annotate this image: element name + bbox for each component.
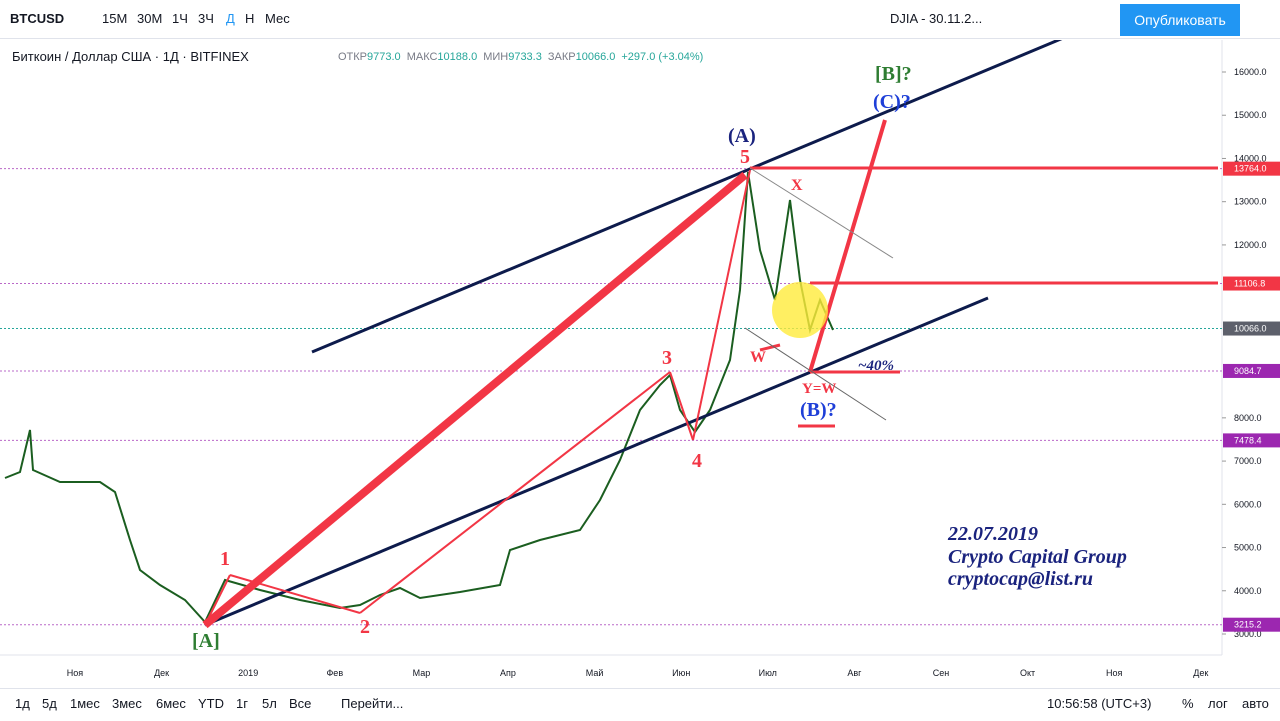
level-label: 3215.2	[1234, 620, 1262, 630]
x-tick-label: Окт	[1020, 668, 1035, 678]
level-label: 10066.0	[1234, 324, 1267, 334]
level-box	[1223, 276, 1280, 291]
interval[interactable]: 1Ч	[172, 11, 188, 26]
x-tick-label: Дек	[1193, 668, 1208, 678]
change: +297.0 (+3.04%)	[621, 51, 704, 63]
level-box	[1223, 433, 1280, 448]
x-tick-label: Май	[586, 668, 604, 678]
toolbar: BTCUSD 15М 30М 1Ч 3Ч Д Н Мес DJIA - 30.11.2...…	[0, 0, 1280, 39]
level-label: 7478.4	[1234, 435, 1262, 445]
annotation: 5	[740, 146, 750, 168]
range-button[interactable]: YTD	[198, 696, 224, 711]
auto-toggle[interactable]: авто	[1242, 696, 1269, 711]
y-tick-label: 15000.0	[1234, 110, 1267, 120]
annotation: [B]?	[875, 63, 912, 85]
ohlc-label: ЗАКР	[547, 51, 576, 63]
range-button[interactable]: 1д	[15, 696, 30, 711]
publish-button[interactable]: Опубликовать	[1120, 4, 1240, 36]
level-label: 9084.7	[1234, 366, 1262, 376]
x-tick-label: Мар	[413, 668, 431, 678]
level-label: 13764.0	[1234, 164, 1267, 174]
range-button[interactable]: 3мес	[112, 696, 142, 711]
annotation: [A]	[192, 630, 220, 652]
y-tick-label: 7000.0	[1234, 456, 1262, 466]
annotation: 1	[220, 548, 230, 570]
annotation: ~40%	[858, 358, 894, 374]
x-tick-label: Фев	[326, 668, 343, 678]
y-tick-label: 6000.0	[1234, 499, 1262, 509]
annotation: (A)	[728, 125, 756, 147]
y-tick-label: 4000.0	[1234, 586, 1262, 596]
annotation: (B)?	[800, 399, 837, 421]
price-line	[4, 171, 834, 624]
y-tick-label: 14000.0	[1234, 153, 1267, 163]
x-tick-label: Апр	[500, 668, 516, 678]
annotation: 3	[662, 347, 672, 369]
range-button[interactable]: Все	[289, 696, 312, 711]
y-tick-label: 16000.0	[1234, 67, 1267, 77]
annotation: Y=W	[802, 381, 836, 397]
level-box	[1223, 363, 1280, 378]
level-box	[1223, 161, 1280, 176]
interval[interactable]: Д	[226, 11, 235, 26]
annotation: cryptocap@list.ru	[948, 568, 1093, 590]
ohlc-label: МАКС	[406, 51, 438, 63]
annotation: 4	[692, 450, 702, 472]
x-tick-label: Сен	[933, 668, 950, 678]
x-tick-label: Авг	[847, 668, 862, 678]
ohlc-value: 10188.0	[437, 51, 478, 63]
log-toggle[interactable]: лог	[1208, 696, 1228, 711]
y-tick-label: 12000.0	[1234, 240, 1267, 250]
interval[interactable]: 3Ч	[198, 11, 214, 26]
goto[interactable]: Перейти...	[341, 696, 404, 711]
compare[interactable]: DJIA - 30.11.2...	[890, 11, 983, 26]
range-button[interactable]: 6мес	[156, 696, 186, 711]
annotation: 2	[360, 616, 370, 638]
x-tick-label: Ноя	[1106, 668, 1123, 678]
symbol[interactable]: BTCUSD	[10, 11, 65, 26]
range-button[interactable]: 1г	[236, 696, 248, 711]
annotation: (C)?	[873, 91, 911, 113]
ohlc-value: 9773.0	[367, 51, 401, 63]
bottom-bar: 1д 5д 1мес 3мес 6мес YTD 1г 5л Все Перейти... 10…	[0, 688, 1280, 721]
interval[interactable]: 15М	[102, 11, 128, 26]
ohlc-value: 9733.3	[508, 51, 542, 63]
x-tick-label: Ноя	[67, 668, 84, 678]
annotation: X	[791, 177, 803, 194]
range-button[interactable]: 5л	[262, 696, 277, 711]
percent-toggle[interactable]: %	[1182, 696, 1194, 711]
y-tick-label: 5000.0	[1234, 543, 1262, 553]
annotation: Crypto Capital Group	[948, 546, 1127, 568]
annotation: 22.07.2019	[947, 523, 1038, 545]
chart-title: Биткоин / Доллар США · 1Д · BITFINEX	[12, 49, 249, 64]
x-tick-label: Июл	[759, 668, 777, 678]
annotation: W	[750, 349, 766, 366]
ohlc-label: ОТКР	[338, 51, 368, 63]
level-box	[1223, 321, 1280, 336]
interval[interactable]: 30М	[137, 11, 163, 26]
range-button[interactable]: 1мес	[70, 696, 100, 711]
y-tick-label: 8000.0	[1234, 413, 1262, 423]
interval[interactable]: Н	[245, 11, 255, 26]
ohlc: ОТКР9773.0 МАКС10188.0 МИН9733.3 ЗАКР10066.…	[338, 51, 709, 63]
y-tick-label: 3000.0	[1234, 629, 1262, 639]
level-box	[1223, 617, 1280, 632]
level-label: 11106.8	[1234, 279, 1265, 289]
interval[interactable]: Мес	[265, 11, 290, 26]
range-button[interactable]: 5д	[42, 696, 57, 711]
clock: 10:56:58 (UTC+3)	[1047, 696, 1152, 711]
x-tick-label: Июн	[672, 668, 690, 678]
ohlc-label: МИН	[483, 51, 509, 63]
y-tick-label: 13000.0	[1234, 197, 1267, 207]
chart: [A] 1 2 3 4 5 (A) X W Y=W (B)? [B]? (C)?…	[0, 40, 1280, 678]
x-tick-label: Дек	[154, 668, 169, 678]
x-tick-label: 2019	[238, 668, 258, 678]
ohlc-value: 10066.0	[575, 51, 616, 63]
